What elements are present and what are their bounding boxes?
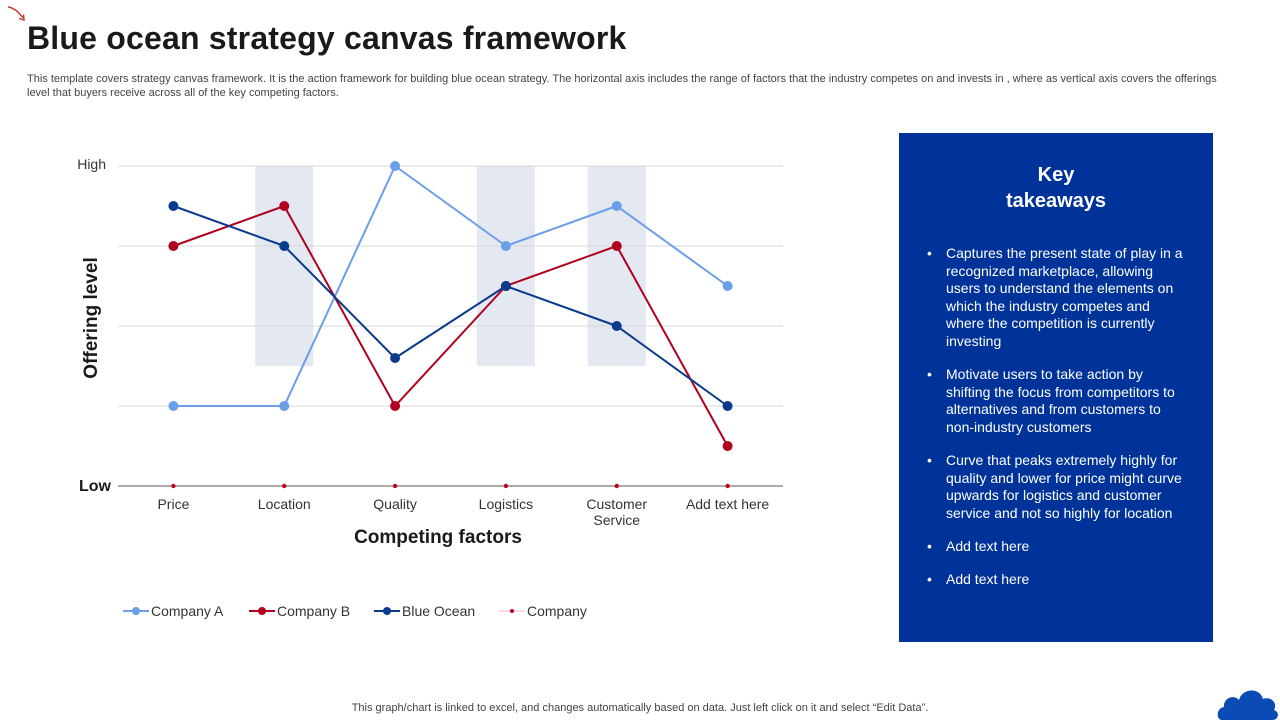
data-point xyxy=(168,401,179,411)
data-point xyxy=(390,161,401,171)
x-tick-label: Logistics xyxy=(479,496,533,512)
legend-swatch-marker xyxy=(510,609,514,613)
data-point xyxy=(614,483,619,489)
y-high-label: High xyxy=(77,156,106,172)
x-tick-labels: Price Location Quality Logistics CustomerSer… xyxy=(157,496,769,528)
x-tick-label: Quality xyxy=(373,496,417,512)
data-point xyxy=(279,241,290,251)
takeaway-item: Captures the present state of play in a … xyxy=(927,245,1183,351)
data-point xyxy=(500,281,511,291)
key-takeaways-panel: Key takeaways Captures the present state… xyxy=(899,133,1213,642)
data-point xyxy=(722,441,733,451)
series-line xyxy=(173,205,729,407)
footer-note: This graph/chart is linked to excel, and… xyxy=(351,702,929,714)
x-tick-label: Customer xyxy=(586,496,647,512)
data-point xyxy=(611,201,622,211)
series-line xyxy=(173,165,729,407)
series-lines xyxy=(168,161,733,489)
x-axis-title: Competing factors xyxy=(354,527,522,548)
chart-legend: Company A Company B Blue Ocean Company xyxy=(123,603,587,619)
data-point xyxy=(390,401,401,411)
data-point xyxy=(722,281,733,291)
y-low-label: Low xyxy=(79,478,112,495)
takeaways-heading-line2: takeaways xyxy=(1005,190,1107,212)
legend-label: Company B xyxy=(277,603,350,619)
data-point xyxy=(168,201,179,211)
takeaway-item: Motivate users to take action by shiftin… xyxy=(927,366,1183,436)
highlight-bands xyxy=(255,166,646,366)
takeaway-item: Add text here xyxy=(927,571,1183,589)
data-point xyxy=(722,401,733,411)
legend-swatch-marker xyxy=(383,607,391,615)
page-description: This template covers strategy canvas fra… xyxy=(27,73,1217,99)
data-point xyxy=(725,483,730,489)
highlight-band xyxy=(587,166,646,366)
data-point xyxy=(279,201,290,211)
takeaway-item: Add text here xyxy=(927,538,1183,556)
takeaways-list: Captures the present state of play in a … xyxy=(899,245,1213,589)
data-point xyxy=(168,241,179,251)
legend-label: Company xyxy=(527,603,587,619)
data-point xyxy=(390,353,401,363)
highlight-band xyxy=(476,166,535,366)
x-tick-label: Add text here xyxy=(686,496,769,512)
data-point xyxy=(282,483,287,489)
x-tick-label: Location xyxy=(258,496,311,512)
x-tick-label: Price xyxy=(157,496,189,512)
page-title: Blue ocean strategy canvas framework xyxy=(27,20,627,56)
data-point xyxy=(279,401,290,411)
takeaways-heading-line1: Key xyxy=(1037,164,1075,186)
cloud-icon xyxy=(1217,690,1278,720)
data-point xyxy=(503,483,509,489)
legend-swatch-marker xyxy=(132,607,140,615)
legend-swatch-marker xyxy=(258,607,266,615)
grid-lines xyxy=(118,165,783,487)
takeaways-heading: Key takeaways xyxy=(899,162,1213,214)
x-tick-label: Service xyxy=(593,512,640,528)
data-point xyxy=(611,321,622,331)
series-line xyxy=(173,205,729,447)
data-point xyxy=(611,241,622,251)
takeaway-item: Curve that peaks extremely highly for qu… xyxy=(927,452,1183,522)
curved-arrow-icon xyxy=(7,6,25,21)
data-point xyxy=(392,483,398,489)
strategy-canvas-chart[interactable]: High Low Offering level Competing factor… xyxy=(0,0,880,660)
data-point xyxy=(500,241,511,251)
legend-label: Blue Ocean xyxy=(402,603,475,619)
legend-label: Company A xyxy=(151,603,224,619)
y-axis-title: Offering level xyxy=(81,257,102,378)
data-point xyxy=(171,483,176,489)
